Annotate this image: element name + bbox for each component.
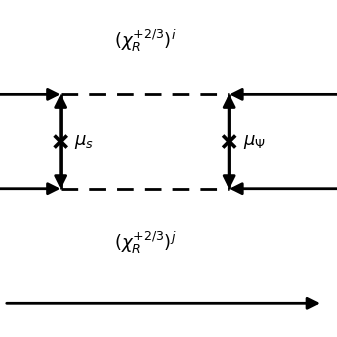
- Text: $(\chi_R^{+2/3})^i$: $(\chi_R^{+2/3})^i$: [114, 27, 176, 54]
- Text: $\mu_\Psi$: $\mu_\Psi$: [243, 132, 266, 151]
- Text: $(\chi_R^{+2/3})^j$: $(\chi_R^{+2/3})^j$: [114, 229, 176, 256]
- Text: $\mu_s$: $\mu_s$: [74, 132, 94, 151]
